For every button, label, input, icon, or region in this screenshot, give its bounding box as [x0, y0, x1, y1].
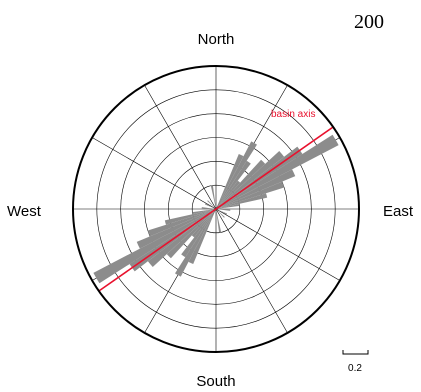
- rose-petal: [216, 209, 225, 218]
- rose-petal: [175, 209, 216, 277]
- north-label: North: [198, 31, 235, 48]
- outer-circle: [72, 65, 360, 353]
- south-label: South: [196, 373, 235, 390]
- grid-spoke: [144, 85, 217, 210]
- rose-petal: [147, 209, 216, 237]
- rose-petal: [216, 209, 228, 215]
- rose-petal: [201, 207, 216, 209]
- scale-bar-label: 0.2: [348, 363, 362, 374]
- rose-petal: [192, 209, 216, 215]
- rose-petal: [216, 141, 257, 209]
- grid-spoke: [215, 208, 288, 333]
- rose-petal: [216, 151, 285, 209]
- rose-petal: [216, 159, 266, 209]
- basin-axis-line-group: [98, 126, 334, 292]
- rose-petal: [136, 209, 216, 249]
- rose-petal: [207, 200, 216, 209]
- rose-petal: [93, 209, 216, 284]
- rose-petal: [210, 185, 216, 209]
- rose-petal: [191, 209, 216, 238]
- rose-petal: [181, 209, 216, 258]
- rose-petal: [216, 180, 241, 209]
- corner-label: 200: [354, 11, 384, 33]
- grid-spoke: [215, 208, 340, 281]
- rose-petal: [216, 193, 268, 209]
- rose-petal: [216, 209, 222, 233]
- basin-axis-line: [98, 126, 334, 292]
- rose-petal: [216, 181, 285, 209]
- west-label: West: [7, 203, 42, 220]
- rose-petal: [216, 160, 251, 209]
- rose-petal: [147, 209, 216, 267]
- rose-petal: [216, 203, 240, 209]
- basin-axis-label: basin axis: [271, 109, 315, 120]
- rose-petal: [204, 203, 216, 209]
- east-label: East: [383, 203, 414, 220]
- rose-petal: [216, 134, 339, 209]
- scale-bar-bracket: [342, 350, 369, 355]
- rose-petal: [216, 209, 231, 211]
- grid-spoke: [92, 137, 217, 210]
- rose-petal: [166, 209, 216, 259]
- scale-bar: 0.2: [342, 350, 369, 374]
- rose-petal: [216, 169, 296, 209]
- rose-petal: [216, 153, 244, 209]
- rose-petal: [164, 209, 216, 225]
- rose-petal: [188, 209, 216, 265]
